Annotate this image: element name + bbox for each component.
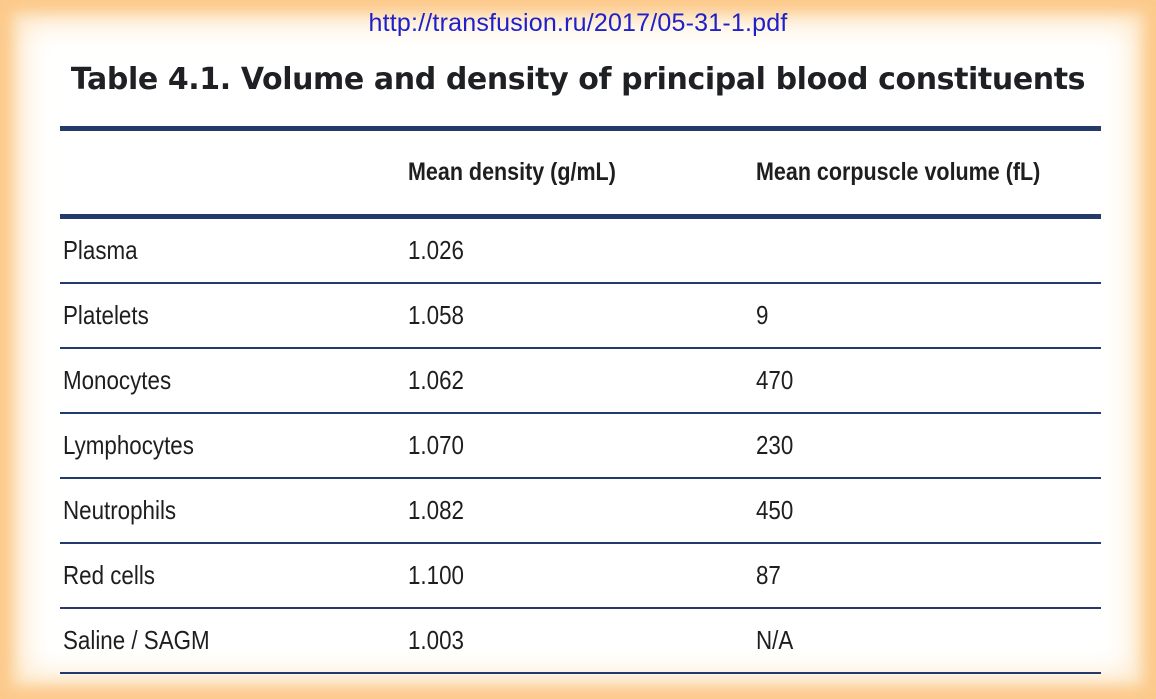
column-header-constituent — [60, 126, 405, 219]
volume-cell: 450 — [753, 478, 1101, 544]
source-url[interactable]: http://transfusion.ru/2017/05-31-1.pdf — [368, 9, 788, 37]
constituent-cell: Monocytes — [60, 348, 405, 414]
density-cell: 1.003 — [405, 608, 753, 674]
column-header-density: Mean density (g/mL) — [405, 126, 753, 219]
constituent-cell: Lymphocytes — [60, 413, 405, 479]
table-row: Neutrophils 1.082 450 — [60, 478, 1101, 544]
column-header-volume: Mean corpuscle volume (fL) — [753, 126, 1101, 219]
volume-cell: 9 — [753, 283, 1101, 349]
density-cell: 1.100 — [405, 543, 753, 609]
density-cell: 1.026 — [405, 216, 753, 284]
table-row: Lymphocytes 1.070 230 — [60, 413, 1101, 479]
volume-cell: N/A — [753, 608, 1101, 674]
density-cell: 1.062 — [405, 348, 753, 414]
density-cell: 1.070 — [405, 413, 753, 479]
table-row: Plasma 1.026 — [60, 216, 1101, 284]
volume-cell — [753, 216, 1101, 284]
table-header-row: Mean density (g/mL) Mean corpuscle volum… — [60, 126, 1101, 219]
constituent-cell: Plasma — [60, 216, 405, 284]
table-row: Saline / SAGM 1.003 N/A — [60, 608, 1101, 674]
table-title: Table 4.1. Volume and density of princip… — [70, 62, 1086, 97]
table-row: Platelets 1.058 9 — [60, 283, 1101, 349]
density-cell: 1.058 — [405, 283, 753, 349]
blood-constituents-table: Mean density (g/mL) Mean corpuscle volum… — [60, 126, 1101, 674]
volume-cell: 230 — [753, 413, 1101, 479]
table-row: Red cells 1.100 87 — [60, 543, 1101, 609]
constituent-cell: Platelets — [60, 283, 405, 349]
volume-cell: 87 — [753, 543, 1101, 609]
constituent-cell: Neutrophils — [60, 478, 405, 544]
density-cell: 1.082 — [405, 478, 753, 544]
constituent-cell: Red cells — [60, 543, 405, 609]
table-row: Monocytes 1.062 470 — [60, 348, 1101, 414]
volume-cell: 470 — [753, 348, 1101, 414]
constituent-cell: Saline / SAGM — [60, 608, 405, 674]
